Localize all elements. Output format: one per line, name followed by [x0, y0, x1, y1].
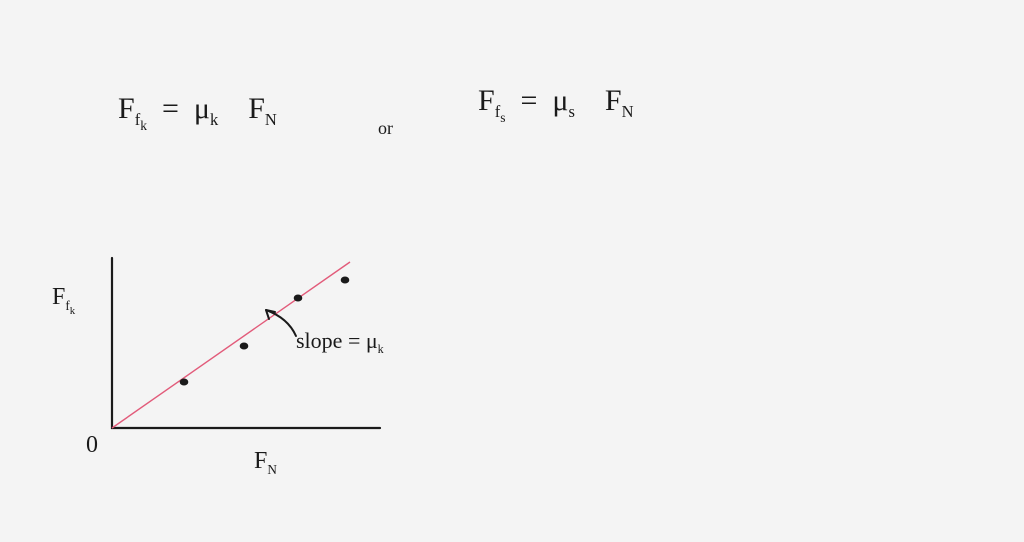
x-axis-label-base: F	[254, 448, 267, 474]
x-axis-label-sub: N	[267, 462, 277, 477]
slope-annotation: slope = μk	[296, 328, 384, 354]
whiteboard-canvas: Ffk = μk FN or Ffs = μs FN Ffk 0 FN slop…	[0, 0, 1024, 542]
data-point	[240, 343, 249, 350]
data-point	[341, 277, 350, 284]
y-axis-label-base: F	[52, 284, 65, 310]
y-axis-label-subsub: k	[70, 305, 75, 317]
data-point	[180, 379, 189, 386]
y-axis-label: Ffk	[52, 284, 75, 311]
data-point	[294, 295, 303, 302]
friction-chart	[0, 0, 1024, 542]
annotation-arrow	[266, 310, 296, 336]
slope-mu-sub: k	[378, 342, 384, 356]
x-axis-label: FN	[254, 448, 277, 475]
slope-prefix: slope =	[296, 328, 360, 353]
origin-label: 0	[86, 432, 98, 459]
slope-mu: μ	[366, 328, 378, 353]
